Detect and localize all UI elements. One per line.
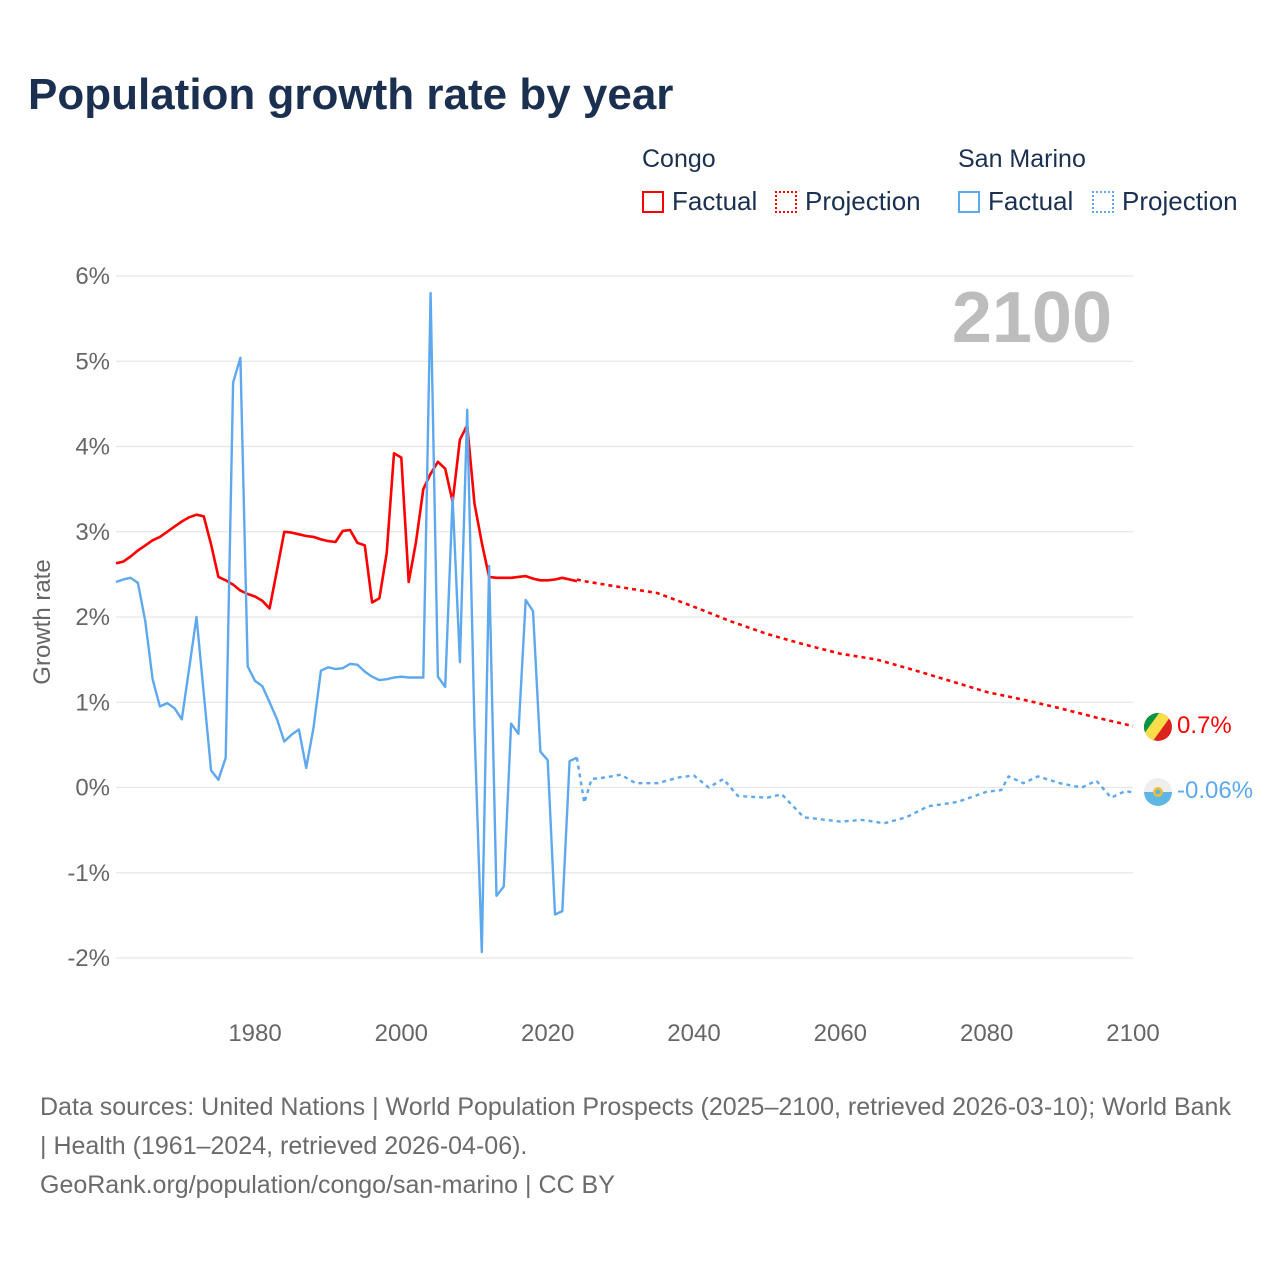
data-sources: Data sources: United Nations | World Pop… — [40, 1093, 1231, 1160]
chart-title: Population growth rate by year — [28, 70, 674, 119]
legend-group-san-marino: San Marino — [958, 145, 1086, 173]
legend-label: Projection — [1122, 186, 1238, 216]
x-tick-label: 2100 — [1106, 1020, 1159, 1047]
y-tick-label: 0% — [75, 775, 110, 802]
dotted-swatch-icon — [775, 190, 797, 213]
y-tick-label: 1% — [75, 689, 110, 716]
san-marino-flag-icon — [1144, 778, 1172, 806]
footer: Data sources: United Nations | World Pop… — [40, 1088, 1240, 1205]
y-tick-label: 6% — [75, 263, 110, 290]
legend-label: Factual — [672, 186, 758, 216]
san-marino-projection-line — [575, 757, 1134, 825]
congo-flag-icon — [1144, 713, 1172, 741]
y-tick-label: 3% — [75, 519, 110, 546]
legend-group-congo: Congo — [642, 145, 716, 173]
y-axis-label: Growth rate — [29, 559, 56, 684]
x-tick-label: 2020 — [521, 1020, 574, 1047]
year-watermark: 2100 — [952, 278, 1112, 358]
y-tick-label: 5% — [75, 348, 110, 375]
x-tick-label: 2040 — [667, 1020, 720, 1047]
solid-swatch-icon — [958, 190, 980, 213]
congo-end-label: 0.7% — [1177, 712, 1232, 739]
legend-label: Factual — [988, 186, 1074, 216]
legend-san-marino-factual[interactable]: Factual — [958, 186, 1073, 217]
congo-factual-line — [115, 423, 578, 610]
y-tick-label: -1% — [67, 860, 110, 887]
solid-swatch-icon — [642, 190, 664, 213]
legend-san-marino-projection[interactable]: Projection — [1092, 186, 1238, 217]
san-marino-factual-line — [115, 291, 578, 954]
x-tick-label: 2060 — [814, 1020, 867, 1047]
y-tick-label: 2% — [75, 604, 110, 631]
x-tick-label: 2000 — [375, 1020, 428, 1047]
x-tick-label: 2080 — [960, 1020, 1013, 1047]
source-link[interactable]: GeoRank.org/population/congo/san-marino … — [40, 1171, 615, 1199]
x-tick-label: 1980 — [228, 1020, 281, 1047]
congo-projection-line — [576, 578, 1134, 728]
y-tick-label: 4% — [75, 434, 110, 461]
y-tick-label: -2% — [67, 945, 110, 972]
legend-congo-projection[interactable]: Projection — [775, 186, 921, 217]
legend-congo-factual[interactable]: Factual — [642, 186, 757, 217]
san-marino-end-label: -0.06% — [1177, 777, 1253, 804]
dotted-swatch-icon — [1092, 190, 1114, 213]
legend-label: Projection — [805, 186, 921, 216]
